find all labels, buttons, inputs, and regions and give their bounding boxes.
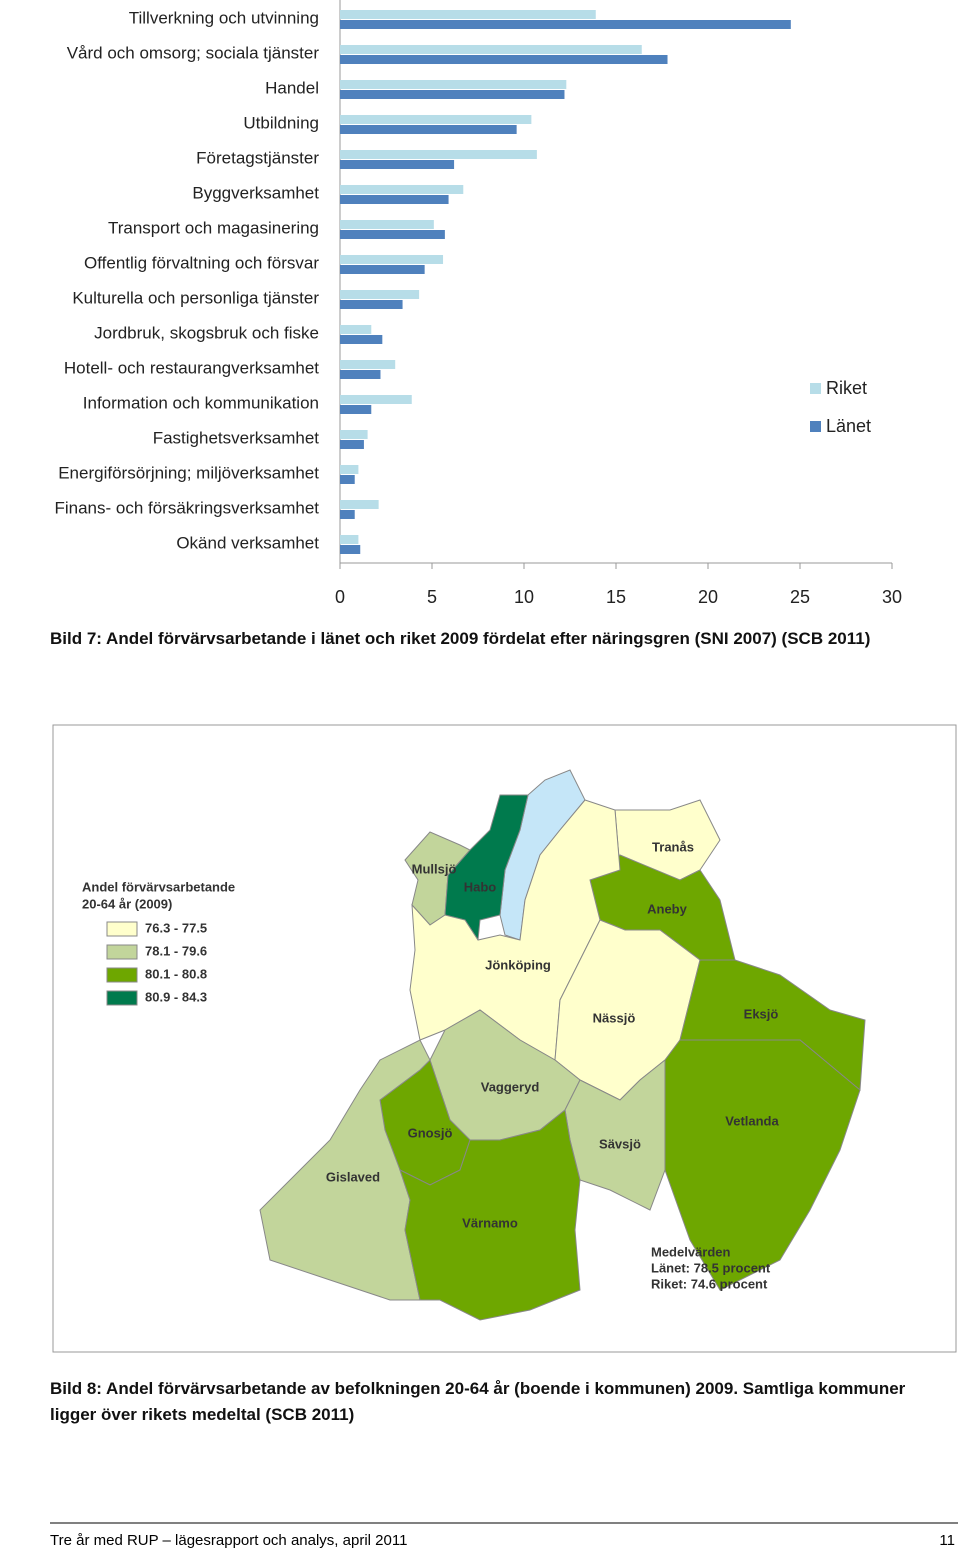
category-label: Offentlig förvaltning och försvar: [84, 253, 319, 272]
x-tick-label: 25: [790, 587, 810, 607]
x-tick-label: 15: [606, 587, 626, 607]
bar: [340, 325, 372, 334]
bar: [340, 230, 445, 239]
map-legend-label: 76.3 - 77.5: [145, 920, 207, 935]
category-label: Företagstjänster: [196, 148, 319, 167]
map-average: Medelvärden: [651, 1244, 731, 1259]
municipality-label: Gnosjö: [408, 1125, 453, 1140]
map-legend-label: 80.9 - 84.3: [145, 989, 207, 1004]
bar: [340, 440, 364, 449]
x-tick-label: 30: [882, 587, 902, 607]
category-label: Fastighetsverksamhet: [153, 428, 320, 447]
municipality-label: Sävsjö: [599, 1136, 641, 1151]
legend-label: Länet: [826, 416, 871, 436]
map-legend-swatch: [106, 921, 138, 937]
municipality-label: Vaggeryd: [481, 1079, 540, 1094]
bar: [340, 370, 381, 379]
municipality-label: Tranås: [652, 839, 694, 854]
bar: [340, 335, 383, 344]
category-label: Utbildning: [243, 113, 319, 132]
bar: [340, 265, 425, 274]
bar: [340, 395, 412, 404]
legend-swatch: [810, 383, 821, 394]
category-label: Hotell- och restaurangverksamhet: [64, 358, 319, 377]
bar: [340, 475, 355, 484]
category-label: Energiförsörjning; miljöverksamhet: [58, 463, 319, 482]
municipality-label: Mullsjö: [412, 861, 457, 876]
bar: [340, 195, 449, 204]
municipality-label: Vetlanda: [725, 1113, 779, 1128]
bar: [340, 255, 444, 264]
category-label: Transport och magasinering: [108, 218, 319, 237]
bar: [340, 545, 361, 554]
x-tick-label: 5: [427, 587, 437, 607]
category-label: Kulturella och personliga tjänster: [72, 288, 319, 307]
map-legend-swatch: [106, 990, 138, 1006]
bar: [340, 220, 434, 229]
bar: [340, 10, 596, 19]
map-average: Riket: 74.6 procent: [651, 1276, 768, 1291]
bar: [340, 80, 567, 89]
bar: [340, 55, 668, 64]
bar: [340, 20, 791, 29]
x-tick-label: 10: [514, 587, 534, 607]
caption: Bild 7: Andel förvärvsarbetande i länet …: [50, 629, 871, 648]
bar: [340, 150, 537, 159]
bar: [340, 405, 372, 414]
map-legend-label: 80.1 - 80.8: [145, 966, 207, 981]
x-tick-label: 0: [335, 587, 345, 607]
caption: Bild 8: Andel förvärvsarbetande av befol…: [50, 1379, 906, 1424]
bar: [340, 125, 517, 134]
municipality-label: Habo: [464, 879, 497, 894]
category-label: Information och kommunikation: [83, 393, 319, 412]
municipality-label: Gislaved: [326, 1169, 380, 1184]
bar: [340, 290, 420, 299]
page-number: 11: [939, 1532, 955, 1549]
municipality: [664, 1039, 861, 1291]
bar: [340, 510, 355, 519]
footer-text: Tre år med RUP – lägesrapport och analys…: [50, 1532, 407, 1549]
category-label: Vård och omsorg; sociala tjänster: [67, 43, 320, 62]
municipality: [399, 1109, 581, 1321]
bar: [340, 300, 403, 309]
bar: [340, 115, 532, 124]
municipality-label: Aneby: [647, 901, 688, 916]
bar: [340, 535, 359, 544]
bar: [340, 360, 396, 369]
map: Mullsjö Habo Tranås Aneby Jönköping Nässjö Eks…: [82, 769, 866, 1321]
bar: [340, 430, 368, 439]
map-average: Länet: 78.5 procent: [651, 1260, 771, 1275]
map-legend-swatch: [106, 967, 138, 983]
category-label: Okänd verksamhet: [176, 533, 319, 552]
bar: [340, 500, 379, 509]
municipality-label: Värnamo: [462, 1215, 518, 1230]
municipality-label: Jönköping: [485, 957, 551, 972]
map-legend-title: 20-64 år (2009): [82, 896, 172, 911]
map-legend-title: Andel förvärvsarbetande: [82, 879, 235, 894]
bar: [340, 90, 565, 99]
municipality-label: Eksjö: [744, 1006, 779, 1021]
bar: [340, 185, 464, 194]
map-legend-swatch: [106, 944, 138, 960]
category-label: Finans- och försäkringsverksamhet: [54, 498, 319, 517]
bar: [340, 45, 642, 54]
category-label: Handel: [265, 78, 319, 97]
category-label: Tillverkning och utvinning: [129, 8, 319, 27]
category-label: Byggverksamhet: [192, 183, 319, 202]
category-label: Jordbruk, skogsbruk och fiske: [94, 323, 319, 342]
bar: [340, 160, 455, 169]
legend-swatch: [810, 421, 821, 432]
x-tick-label: 20: [698, 587, 718, 607]
legend-label: Riket: [826, 378, 867, 398]
bar: [340, 465, 359, 474]
map-legend-label: 78.1 - 79.6: [145, 943, 207, 958]
municipality-label: Nässjö: [593, 1010, 636, 1025]
